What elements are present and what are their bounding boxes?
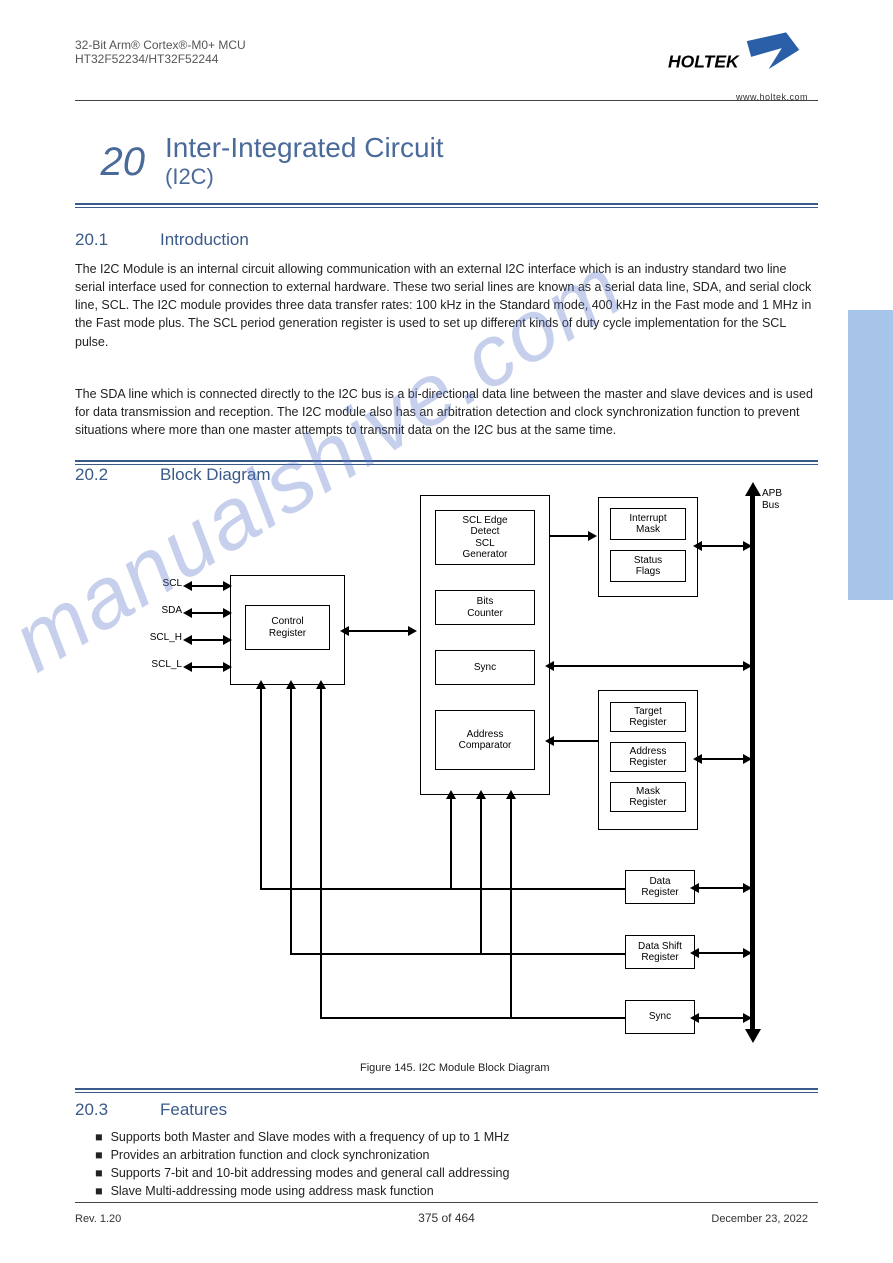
bullet-icon: ■	[95, 1164, 103, 1182]
block-diagram: APB Bus Control Register SCL SDA SCL_H S…	[150, 490, 790, 1060]
mask-register: Mask Register	[610, 782, 686, 812]
footer-date: December 23, 2022	[711, 1213, 808, 1225]
interrupt-mask: Interrupt Mask	[610, 508, 686, 540]
chapter-title: Inter-Integrated Circuit	[165, 132, 444, 164]
scl-generator: SCL Edge Detect SCL Generator	[435, 510, 535, 565]
section-number-blockdiag: 20.2	[75, 465, 108, 485]
logo: HOLTEK www.holtek.com	[668, 32, 808, 87]
section-title-blockdiag: Block Diagram	[160, 465, 271, 485]
header-rule	[75, 100, 818, 101]
footer-rule	[75, 1202, 818, 1203]
data-register: Data Register	[625, 870, 695, 904]
bullet-icon: ■	[95, 1146, 103, 1164]
status-flags: Status Flags	[610, 550, 686, 582]
intro-paragraph-1: The I2C Module is an internal circuit al…	[75, 260, 818, 351]
bits-counter: Bits Counter	[435, 590, 535, 625]
sync-2: Sync	[625, 1000, 695, 1034]
target-register: Target Register	[610, 702, 686, 732]
footer-rev: Rev. 1.20	[75, 1213, 121, 1225]
sync: Sync	[435, 650, 535, 685]
section-number-intro: 20.1	[75, 230, 108, 250]
section-title-features: Features	[160, 1100, 227, 1120]
chapter-subtitle: (I2C)	[165, 164, 214, 190]
section-title-intro: Introduction	[160, 230, 249, 250]
side-tab	[848, 310, 893, 600]
rule-features	[75, 1088, 818, 1093]
section-number-features: 20.3	[75, 1100, 108, 1120]
address-comparator: Address Comparator	[435, 710, 535, 770]
control-register: Control Register	[245, 605, 330, 650]
bullet-icon: ■	[95, 1182, 103, 1200]
bullet-icon: ■	[95, 1128, 103, 1146]
figure-caption: Figure 145. I2C Module Block Diagram	[360, 1062, 550, 1074]
chapter-number: 20	[75, 140, 145, 185]
footer-page: 375 of 464	[418, 1211, 475, 1225]
rule-top	[75, 203, 818, 208]
svg-text:HOLTEK: HOLTEK	[668, 51, 740, 71]
data-shift-register: Data Shift Register	[625, 935, 695, 969]
rule-mid	[75, 460, 818, 465]
features-list: ■Supports both Master and Slave modes wi…	[95, 1128, 815, 1201]
address-register: Address Register	[610, 742, 686, 772]
intro-paragraph-2: The SDA line which is connected directly…	[75, 385, 818, 439]
